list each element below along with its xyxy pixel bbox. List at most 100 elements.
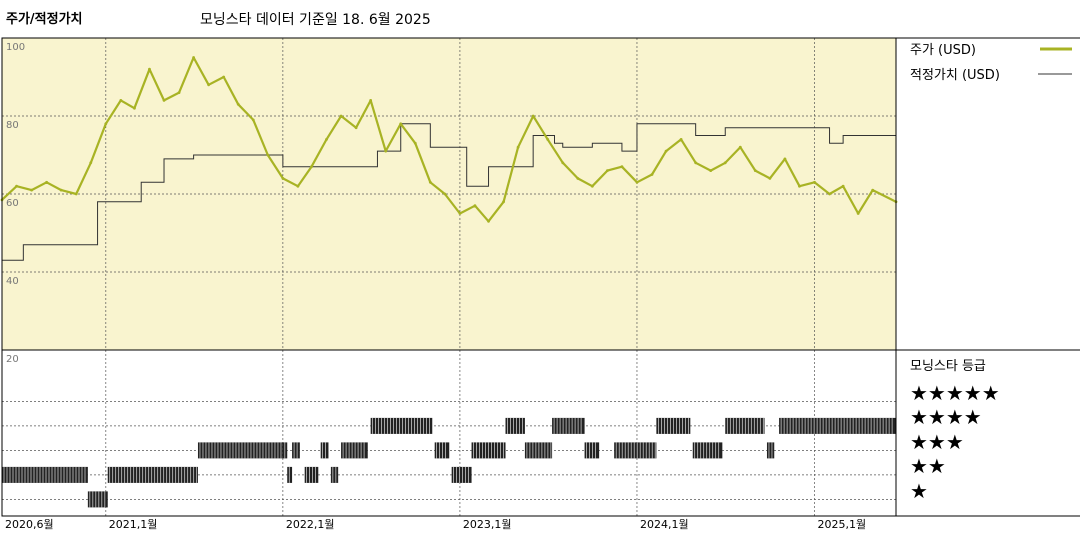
rating-segment-fill bbox=[692, 442, 723, 459]
legend: 주가 (USD) 적정가치 (USD) 모닝스타 등급 ★★★★★ ★★★★ ★… bbox=[910, 43, 1072, 503]
rating-segment-fill bbox=[766, 442, 775, 459]
rating-segment-2-star bbox=[107, 466, 198, 483]
price-point bbox=[428, 180, 432, 184]
price-point bbox=[783, 157, 787, 161]
price-point bbox=[162, 99, 166, 102]
price-point bbox=[325, 138, 328, 141]
price-point bbox=[841, 184, 845, 188]
price-point bbox=[856, 212, 860, 215]
axis-layer: 20 40 60 80 100 2020,6월 2021,1월 2022,1월 2023,1월 2… bbox=[1, 37, 1080, 531]
price-point bbox=[89, 161, 93, 165]
x-tick-label: 2020,6월 bbox=[5, 518, 54, 531]
price-point bbox=[473, 204, 477, 208]
rating-segment-2-star bbox=[287, 466, 293, 483]
price-point bbox=[310, 165, 313, 169]
legend-stars-3: ★★★ bbox=[910, 430, 964, 454]
price-point bbox=[487, 219, 490, 223]
rating-segment-fill bbox=[505, 417, 525, 434]
y-tick-label: 80 bbox=[6, 120, 19, 131]
price-point bbox=[709, 169, 713, 173]
rating-segment-3-star bbox=[282, 442, 288, 459]
price-point bbox=[723, 161, 727, 165]
price-point bbox=[753, 169, 757, 173]
rating-segment-fill bbox=[614, 442, 657, 459]
price-point bbox=[620, 165, 624, 169]
rating-segment-fill bbox=[304, 466, 319, 483]
rating-segment-3-star bbox=[766, 442, 775, 459]
x-tick-label: 2024,1월 bbox=[640, 518, 689, 531]
legend-stars-4: ★★★★ bbox=[910, 405, 982, 429]
x-tick-label: 2021,1월 bbox=[109, 518, 158, 531]
rating-segment-fill bbox=[779, 417, 896, 434]
rating-segment-3-star bbox=[584, 442, 600, 459]
x-tick-label: 2023,1월 bbox=[463, 518, 512, 531]
price-point bbox=[561, 161, 565, 165]
price-point bbox=[15, 184, 18, 188]
price-point bbox=[30, 188, 33, 192]
rating-segment-fill bbox=[725, 417, 765, 434]
price-point bbox=[546, 138, 550, 141]
rating-segment-4-star bbox=[779, 417, 896, 434]
fair-value-layer bbox=[2, 123, 896, 261]
price-point bbox=[296, 184, 300, 188]
y-tick-label: 20 bbox=[6, 354, 19, 365]
rating-segment-2-star bbox=[2, 466, 88, 483]
rating-segment-fill bbox=[2, 466, 88, 483]
price-point bbox=[45, 180, 49, 184]
price-point bbox=[502, 200, 505, 204]
price-point bbox=[679, 138, 683, 141]
price-point bbox=[635, 180, 639, 184]
rating-segment-3-star bbox=[471, 442, 506, 459]
plot-frame bbox=[1, 37, 897, 517]
legend-fair-value-label: 적정가치 (USD) bbox=[910, 68, 1000, 83]
price-point bbox=[664, 149, 668, 153]
rating-segment-4-star bbox=[725, 417, 765, 434]
price-point bbox=[59, 188, 63, 192]
rating-segment-fill bbox=[287, 466, 293, 483]
price-point bbox=[798, 184, 801, 188]
price-point bbox=[413, 141, 417, 145]
rating-segment-fill bbox=[370, 417, 433, 434]
rating-layer bbox=[2, 417, 896, 508]
legend-rating-title: 모닝스타 등급 bbox=[910, 359, 986, 374]
fair-value-line bbox=[2, 123, 896, 261]
price-point bbox=[281, 177, 285, 180]
rating-segment-2-star bbox=[451, 466, 472, 483]
rating-segment-3-star bbox=[197, 442, 283, 459]
price-point bbox=[192, 56, 196, 59]
price-point bbox=[813, 180, 816, 184]
price-point bbox=[768, 177, 772, 180]
rating-segment-3-star bbox=[292, 442, 300, 459]
y-tick-label: 40 bbox=[6, 276, 19, 287]
y-tick-label: 100 bbox=[6, 42, 25, 53]
price-point bbox=[590, 184, 594, 188]
price-point bbox=[871, 188, 875, 192]
rating-segment-4-star bbox=[552, 417, 585, 434]
price-point bbox=[119, 99, 123, 102]
price-point bbox=[177, 91, 181, 94]
price-point bbox=[104, 122, 108, 126]
rating-segment-4-star bbox=[505, 417, 525, 434]
price-point bbox=[605, 169, 609, 173]
rating-segment-3-star bbox=[614, 442, 657, 459]
price-point bbox=[694, 161, 698, 165]
legend-stars-2: ★★ bbox=[910, 454, 946, 478]
rating-segment-fill bbox=[292, 442, 300, 459]
rating-segment-fill bbox=[320, 442, 329, 459]
price-point bbox=[576, 177, 580, 180]
x-tick-label: 2022,1월 bbox=[286, 518, 335, 531]
price-point bbox=[222, 75, 226, 79]
rating-segment-fill bbox=[330, 466, 339, 483]
rating-segment-fill bbox=[341, 442, 368, 459]
legend-price-label: 주가 (USD) bbox=[910, 43, 976, 58]
rating-segment-2-star bbox=[304, 466, 319, 483]
legend-stars-1: ★ bbox=[910, 479, 928, 503]
price-point bbox=[458, 212, 462, 215]
rating-segment-fill bbox=[107, 466, 198, 483]
rating-segment-fill bbox=[524, 442, 553, 459]
price-point bbox=[443, 192, 447, 196]
price-point bbox=[399, 122, 403, 126]
rating-segment-3-star bbox=[692, 442, 723, 459]
rating-segment-3-star bbox=[434, 442, 450, 459]
